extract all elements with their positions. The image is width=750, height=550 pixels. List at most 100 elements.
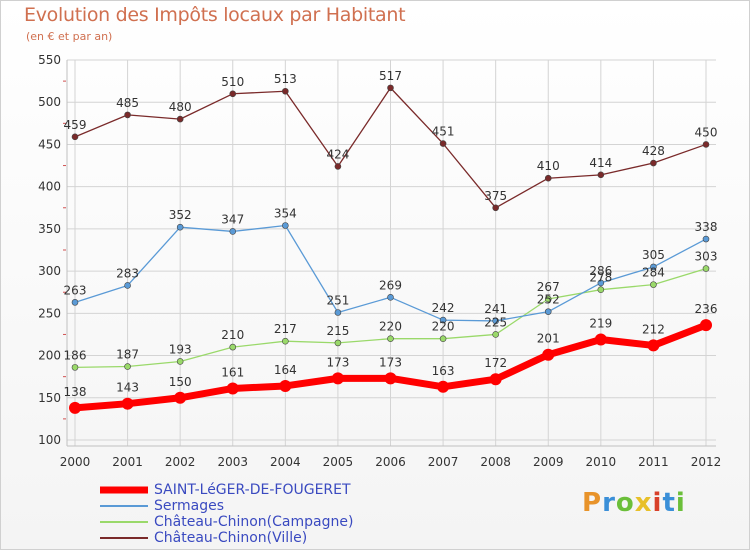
data-point [650, 281, 657, 288]
data-point [544, 308, 552, 315]
y-tick-label: 200 [38, 349, 61, 363]
data-label: 252 [537, 293, 560, 307]
y-tick-label: 150 [38, 391, 61, 405]
legend-label-saint-leger: SAINT-LéGER-DE-FOUGERET [154, 482, 351, 498]
data-label: 263 [64, 283, 87, 297]
data-label: 143 [116, 381, 139, 395]
data-label: 278 [589, 271, 612, 285]
data-point [650, 159, 657, 167]
data-label: 352 [169, 208, 192, 222]
x-tick-label: 2007 [428, 455, 459, 469]
data-label: 485 [116, 96, 139, 110]
x-tick-label: 2005 [323, 455, 354, 469]
legend-swatch-saint-leger [100, 486, 148, 494]
data-label: 269 [379, 278, 402, 292]
data-label: 241 [484, 302, 507, 316]
data-point [437, 380, 450, 393]
data-label: 424 [326, 147, 349, 161]
data-point [334, 309, 342, 316]
data-label: 303 [695, 250, 718, 264]
data-label: 163 [432, 364, 455, 378]
data-label: 220 [379, 320, 402, 334]
axes: 100 150 200 250 300 350 400 450 500 550 2000 2001 20… [38, 53, 721, 469]
x-tick-label: 2002 [165, 455, 196, 469]
data-label: 347 [221, 212, 244, 226]
legend-label-chateau-ville: Château-Chinon(Ville) [154, 530, 308, 546]
data-label: 212 [642, 322, 665, 336]
y-tick-label: 500 [38, 95, 61, 109]
x-tick-label: 2003 [217, 455, 248, 469]
data-label: 510 [221, 75, 244, 89]
data-point [226, 382, 239, 395]
data-label: 187 [116, 348, 139, 362]
data-label: 354 [274, 207, 297, 221]
data-point [597, 171, 605, 179]
data-label: 410 [537, 159, 560, 173]
y-tick-label: 350 [38, 222, 61, 236]
data-point [597, 279, 605, 287]
data-label: 225 [484, 315, 507, 329]
data-point [71, 133, 79, 141]
data-label: 173 [326, 355, 349, 369]
data-point [489, 373, 502, 386]
data-point [387, 84, 394, 92]
data-label: 220 [432, 320, 455, 334]
logo-letter: r [602, 488, 616, 518]
chart-title: Evolution des Impôts locaux par Habitant [24, 4, 406, 26]
legend-label-sermages: Sermages [154, 498, 225, 514]
data-point [124, 363, 131, 370]
data-label: 459 [64, 118, 87, 132]
data-label: 138 [64, 385, 87, 399]
data-point [702, 265, 710, 272]
data-point [594, 333, 607, 346]
data-label: 375 [484, 189, 507, 203]
data-point [492, 317, 499, 325]
data-label: 150 [169, 375, 192, 389]
x-tick-label: 2008 [480, 455, 511, 469]
legend-swatch-sermages [100, 505, 148, 507]
proxiti-logo: Proxiti [582, 488, 686, 518]
logo-letter: i [675, 488, 686, 518]
x-tick-label: 2010 [586, 455, 617, 469]
data-point [229, 343, 237, 351]
data-label: 193 [169, 342, 192, 356]
data-point [174, 391, 187, 404]
series-lines [69, 84, 712, 414]
data-label: 215 [326, 324, 349, 338]
data-point [229, 228, 237, 235]
data-label: 172 [484, 356, 507, 370]
data-label: 284 [642, 266, 665, 280]
data-label: 428 [642, 144, 665, 158]
data-point [282, 87, 289, 95]
chart-subtitle: (en € et par an) [26, 30, 113, 43]
logo-letter: x [634, 488, 653, 518]
x-tick-label: 2001 [112, 455, 143, 469]
data-point [279, 379, 292, 392]
x-tick-label: 2009 [533, 455, 564, 469]
data-label: 267 [537, 280, 560, 294]
data-point [700, 319, 712, 332]
data-point [597, 286, 605, 293]
data-label: 173 [379, 355, 402, 369]
data-point [176, 115, 184, 123]
data-point [387, 293, 394, 301]
data-point [702, 141, 710, 148]
y-tick-label: 400 [38, 180, 61, 194]
data-point [492, 331, 499, 338]
data-label: 210 [221, 328, 244, 342]
data-label: 161 [221, 365, 244, 379]
data-point [334, 163, 342, 170]
logo-letter: P [582, 488, 603, 518]
data-point [282, 337, 289, 345]
x-tick-label: 2012 [691, 455, 722, 469]
data-label: 517 [379, 69, 402, 83]
legend-swatch-chateau-ville [100, 537, 148, 539]
data-point [544, 174, 552, 182]
data-point [176, 223, 184, 231]
x-tick-label: 2011 [638, 455, 669, 469]
data-point [282, 222, 289, 229]
data-point [121, 397, 134, 410]
x-tick-label: 2004 [270, 455, 301, 469]
data-point [439, 335, 447, 342]
data-label: 186 [64, 348, 87, 362]
